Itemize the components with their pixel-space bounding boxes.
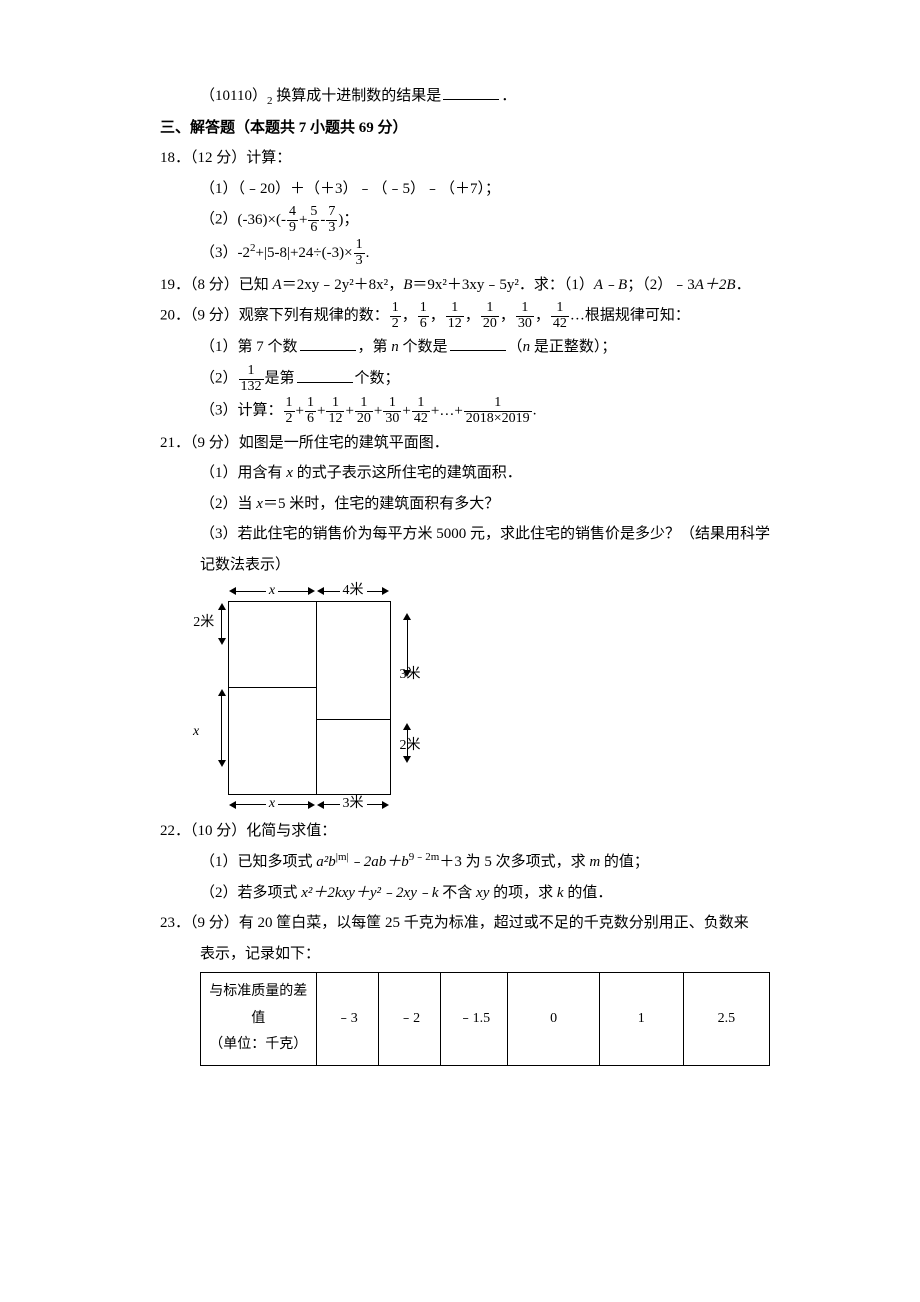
q19: 19．（8 分）已知 A＝2xy﹣2y²＋8x²，B＝9x²＋3xy﹣5y²．求… <box>160 271 770 300</box>
table-row: 与标准质量的差值 （单位：千克） ﹣3 ﹣2 ﹣1.5 0 1 2.5 <box>201 973 770 1066</box>
q20-p2-mid: 是第 <box>265 371 295 387</box>
q20-p1-post: 个数是 <box>399 339 448 355</box>
table-cell: 0 <box>508 973 599 1066</box>
q18-p3-expr: -22+|5-8|+24÷(-3)×13 <box>238 245 366 261</box>
q19-part2: A＋2B <box>695 277 736 293</box>
q20-p1-pre: （1）第 7 个数 <box>200 339 298 355</box>
q20-p2: （2）1132是第 个数； <box>160 364 770 394</box>
q19-s3: ；（2）﹣3 <box>627 277 695 293</box>
q20-seq-tail: …根据规律可知： <box>570 308 690 324</box>
q18-p2-suffix: ； <box>343 212 358 228</box>
table-cell: ﹣3 <box>316 973 378 1066</box>
q20-p1-blank1 <box>300 336 356 351</box>
q20-p2-frac: 1132 <box>239 364 264 394</box>
q18-p2: （2）(-36)×(-49+56-73)； <box>160 205 770 235</box>
q17-blank <box>443 85 499 100</box>
row-header: 与标准质量的差值 （单位：千克） <box>201 973 317 1066</box>
q19-B: B <box>403 277 412 293</box>
q20-seq: 12，16，112，120，130，142 <box>389 308 570 324</box>
q20-p1-tail-pre: （ <box>508 339 523 355</box>
q21-stem: 21．（9 分）如图是一所住宅的建筑平面图． <box>160 429 770 458</box>
q20-p1-mid: ，第 <box>358 339 392 355</box>
q19-Beq: ＝9x²＋3xy﹣5y² <box>412 277 519 293</box>
q21-p3b: 记数法表示） <box>160 551 770 580</box>
q20-stem: 20．（9 分）观察下列有规律的数：12，16，112，120，130，142…… <box>160 301 770 331</box>
q22-p2: （2）若多项式 x²＋2kxy＋y²﹣2xy﹣k 不含 xy 的项，求 k 的值… <box>160 879 770 908</box>
q20-p3-pre: （3）计算： <box>200 403 283 419</box>
q20-p3-expr: 12+16+112+120+130+142+…+12018×2019 <box>283 403 533 419</box>
q21-diagram: x 4米 2米 x 3米 2米 <box>200 581 770 815</box>
table-cell: 2.5 <box>683 973 769 1066</box>
section3-heading: 三、解答题（本题共 7 小题共 69 分） <box>160 114 770 143</box>
q22-stem: 22．（10 分）化简与求值： <box>160 817 770 846</box>
q20-stem-prefix: 20．（9 分）观察下列有规律的数： <box>160 308 389 324</box>
q21-p2: （2）当 x＝5 米时，住宅的建筑面积有多大？ <box>160 490 770 519</box>
q19-Aeq: ＝2xy﹣2y²＋8x² <box>282 277 389 293</box>
q20-p1: （1）第 7 个数，第 n 个数是（n 是正整数）； <box>160 333 770 362</box>
table-cell: ﹣1.5 <box>441 973 508 1066</box>
q18-p2-expr: (-36)×(-49+56-73) <box>238 212 344 228</box>
q23-stem: 23．（9 分）有 20 筐白菜，以每筐 25 千克为标准，超过或不足的千克数分… <box>160 909 770 938</box>
q18-p2-prefix: （2） <box>200 212 238 228</box>
q19-A: A <box>273 277 282 293</box>
q20-p1-blank2 <box>450 336 506 351</box>
q19-period: ． <box>736 277 751 293</box>
q18-p1: （1）（﹣20）＋（＋3）﹣（﹣5）﹣（＋7）； <box>160 175 770 204</box>
q18-p3: （3）-22+|5-8|+24÷(-3)×13. <box>160 238 770 269</box>
q23-table: 与标准质量的差值 （单位：千克） ﹣3 ﹣2 ﹣1.5 0 1 2.5 <box>200 972 770 1066</box>
q21-p1: （1）用含有 x 的式子表示这所住宅的建筑面积． <box>160 459 770 488</box>
q19-prefix: 19．（8 分）已知 <box>160 277 273 293</box>
table-cell: 1 <box>599 973 683 1066</box>
q18-p3-prefix: （3） <box>200 245 238 261</box>
q20-p3: （3）计算：12+16+112+120+130+142+…+12018×2019… <box>160 396 770 426</box>
q20-p3-period: . <box>533 403 537 419</box>
q17-period: ． <box>501 88 516 104</box>
q17-prefix: （10110） <box>200 88 267 104</box>
q19-s2: ．求：（1） <box>519 277 594 293</box>
q20-p2-pre: （2） <box>200 371 238 387</box>
q18-stem: 18．（12 分）计算： <box>160 144 770 173</box>
q20-p2-blank <box>297 368 353 383</box>
q22-p1: （1）已知多项式 a²b|m|﹣2ab＋b9﹣2m＋3 为 5 次多项式，求 m… <box>160 847 770 877</box>
q20-p2-post: 个数； <box>355 371 400 387</box>
q19-s1: ， <box>388 277 403 293</box>
q17-tail: （10110）2 换算成十进制数的结果是． <box>160 82 770 112</box>
q19-part1: A﹣B <box>594 277 627 293</box>
q18-p3-suffix: . <box>366 245 370 261</box>
q23-stem2: 表示，记录如下： <box>160 940 770 969</box>
table-cell: ﹣2 <box>378 973 440 1066</box>
q20-p1-n: n <box>391 339 399 355</box>
q21-p3: （3）若此住宅的销售价为每平方米 5000 元，求此住宅的销售价是多少？（结果用… <box>160 520 770 549</box>
q17-text: 换算成十进制数的结果是 <box>272 88 441 104</box>
q20-p1-tail-n: n <box>523 339 531 355</box>
q20-p1-tail-post: 是正整数）； <box>530 339 616 355</box>
